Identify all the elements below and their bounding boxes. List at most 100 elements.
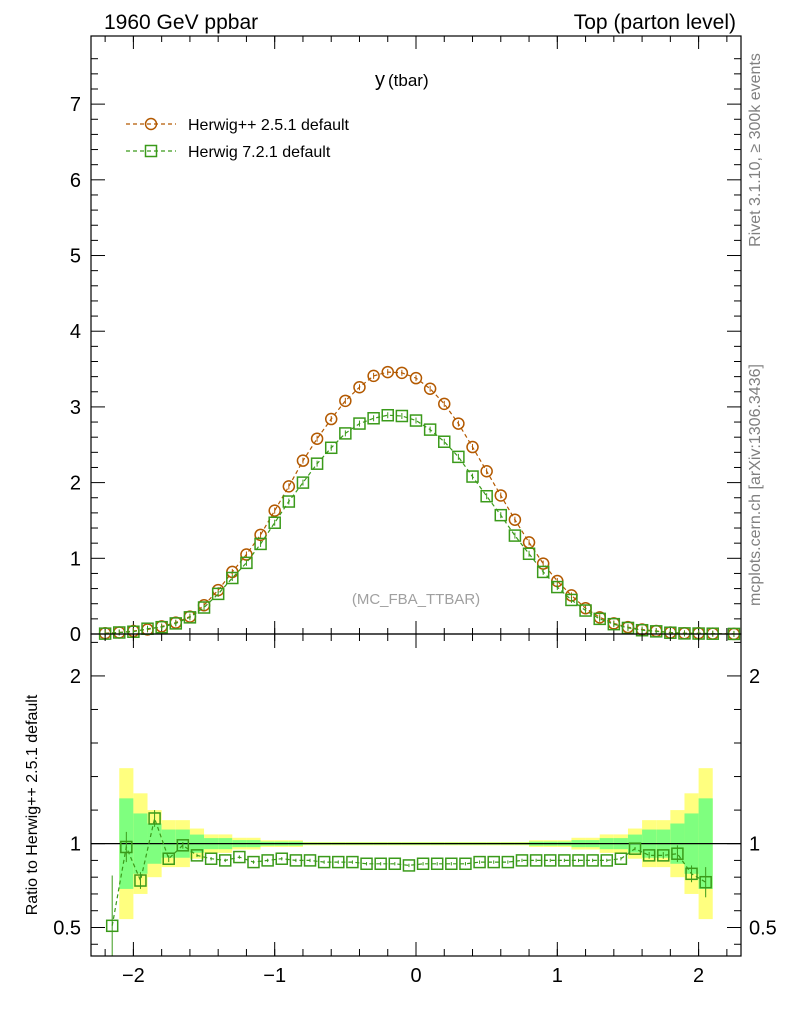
main-y-tick-label: 5 (70, 246, 81, 268)
data-point (579, 604, 592, 617)
data-point (339, 427, 352, 440)
rivet-label: Rivet 3.1.10, ≥ 300k events (747, 53, 764, 247)
ratio-y-tick-label-right: 1 (749, 834, 760, 856)
data-point (211, 587, 225, 601)
data-point (438, 435, 451, 448)
ratio-series (105, 810, 712, 956)
ratio-point (247, 855, 260, 869)
data-point (466, 440, 479, 454)
data-point (268, 504, 281, 517)
data-point (268, 516, 281, 529)
header-left: 1960 GeV ppbar (104, 11, 258, 34)
ratio-point (529, 854, 543, 867)
mcplots-label: mcplots.cern.ch [arXiv:1306.3436] (747, 364, 764, 606)
data-point (155, 620, 168, 634)
data-point (395, 409, 409, 423)
data-point (353, 380, 366, 394)
header-right: Top (parton level) (574, 11, 736, 34)
main-y-tick-label: 3 (70, 397, 81, 419)
ratio-axis-ticks (91, 634, 741, 956)
ratio-point (233, 850, 246, 864)
ratio-point (120, 840, 133, 854)
data-point (381, 408, 394, 422)
ratio-point (558, 854, 571, 867)
ratio-point (473, 855, 486, 869)
ratio-point (162, 852, 175, 865)
main-panel: 0 1 2 3 4 5 6 7 y (tbar) (MC_FBA_TTBAR) Herwig+… (70, 35, 742, 646)
data-point (310, 457, 324, 470)
ratio-point (671, 847, 684, 860)
data-point (353, 417, 366, 430)
ratio-point (628, 842, 642, 855)
data-point (169, 617, 183, 630)
ratio-point (332, 855, 345, 869)
data-point (296, 476, 310, 489)
legend-label-herwig7: Herwig 7.2.1 default (188, 144, 331, 161)
data-point (551, 580, 564, 594)
ratio-point (134, 874, 147, 887)
ratio-point (261, 854, 274, 867)
ratio-point (515, 854, 529, 867)
ratio-point (317, 855, 331, 869)
x-tick-label: 1 (552, 965, 563, 987)
main-y-tick-label: 2 (70, 473, 81, 495)
data-point (395, 366, 409, 380)
data-point (508, 529, 522, 542)
data-point (409, 371, 423, 385)
ratio-y-tick-label-right: 0.5 (749, 917, 777, 939)
main-y-tick-label: 0 (70, 624, 81, 646)
x-tick-label: 2 (693, 965, 704, 987)
ratio-point (190, 849, 204, 862)
ratio-point (388, 857, 402, 871)
data-point (508, 513, 522, 526)
data-point (480, 489, 493, 503)
legend: Herwig++ 2.5.1 default Herwig 7.2.1 defa… (126, 117, 350, 161)
ratio-y-tick-label-left: 1 (70, 834, 81, 856)
data-point (593, 612, 606, 626)
main-y-tick-label: 7 (70, 94, 81, 116)
ratio-point (218, 854, 232, 867)
legend-item-herwigpp: Herwig++ 2.5.1 default (126, 117, 350, 134)
data-point (113, 626, 126, 639)
series-line (105, 414, 734, 635)
data-point (565, 593, 578, 607)
data-point (381, 365, 394, 379)
ratio-point (416, 857, 430, 871)
ratio-point (614, 852, 628, 865)
data-point (494, 508, 508, 522)
ratio-point (699, 875, 712, 889)
data-point (423, 382, 437, 395)
ratio-point (402, 859, 416, 872)
data-point (282, 480, 296, 493)
ratio-point (204, 852, 218, 865)
x-tick-label: 0 (410, 965, 421, 987)
main-series (98, 365, 741, 641)
ratio-point (148, 812, 161, 825)
ratio-point (346, 855, 359, 869)
ratio-point (459, 857, 472, 871)
legend-label-herwigpp: Herwig++ 2.5.1 default (188, 117, 350, 134)
analysis-watermark: (MC_FBA_TTBAR) (352, 591, 480, 608)
ratio-point (360, 857, 373, 871)
main-y-tick-label: 1 (70, 548, 81, 570)
data-point (678, 627, 691, 640)
ratio-y-axis-label: Ratio to Herwig++ 2.5.1 default (24, 694, 41, 915)
data-point (649, 625, 663, 638)
ratio-point (303, 854, 317, 867)
ratio-point (289, 854, 303, 867)
ratio-point (430, 857, 444, 871)
x-tick-label: −2 (122, 965, 145, 987)
main-y-tick-label: 6 (70, 170, 81, 192)
ratio-panel: 0.5 0.5 1 1 2 2 −2 −1 0 1 2 Ratio to Herwig++ 2.5… (24, 633, 777, 987)
data-point (409, 414, 423, 427)
x-tick-labels: −2 −1 0 1 2 (122, 965, 704, 987)
plot-title: y (375, 69, 385, 91)
data-point (183, 611, 197, 624)
ratio-point (657, 849, 670, 862)
ratio-y-tick-label-left: 2 (70, 666, 81, 688)
ratio-series-herwig7 (105, 810, 712, 956)
ratio-y-tick-labels: 0.5 0.5 1 1 2 2 (53, 666, 777, 940)
data-point (339, 394, 352, 408)
data-point (466, 470, 479, 483)
